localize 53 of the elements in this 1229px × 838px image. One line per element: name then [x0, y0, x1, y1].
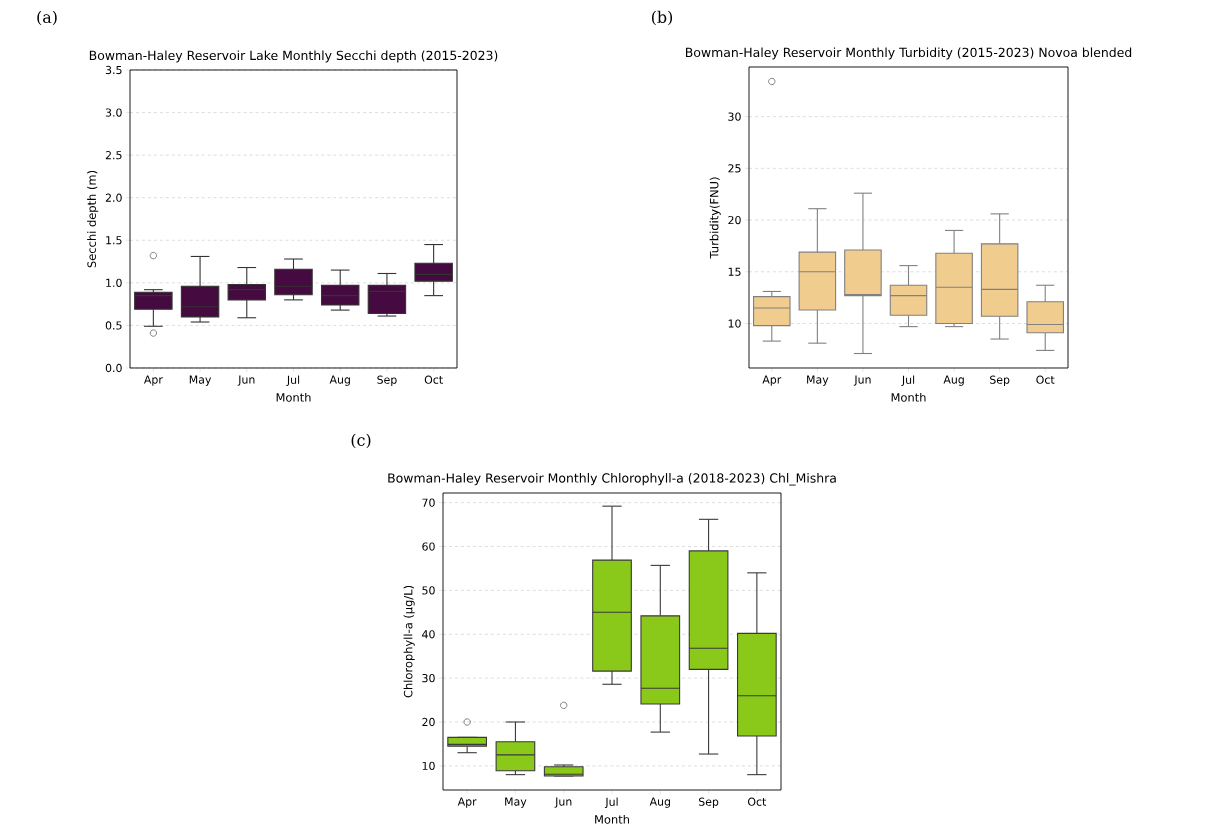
y-tick-label: 70 — [422, 498, 435, 507]
x-axis-title: Month — [891, 392, 926, 402]
y-tick-label: 40 — [422, 630, 435, 639]
y-tick-label: 50 — [422, 586, 435, 595]
x-tick-label: Jun — [554, 797, 572, 808]
y-tick-label: 20 — [422, 717, 435, 727]
x-tick-label: Aug — [329, 375, 350, 386]
y-tick-label: 3.5 — [105, 65, 122, 75]
chart-title: Bowman-Haley Reservoir Monthly Chlorophyll-a (2018-2023) Chl_Mishra — [388, 473, 836, 486]
x-tick-label: Jun — [237, 375, 255, 386]
x-tick-label: Jun — [853, 375, 871, 386]
x-tick-label: Jul — [604, 797, 618, 809]
y-tick-label: 2.5 — [105, 151, 122, 160]
y-tick-label: 15 — [728, 267, 741, 276]
y-tick-label: 0.5 — [105, 321, 122, 330]
y-tick-label: 10 — [728, 319, 741, 328]
y-tick-label: 20 — [728, 215, 741, 225]
x-tick-label: Oct — [748, 797, 767, 806]
x-tick-label: Jul — [901, 375, 915, 387]
y-tick-label: 60 — [422, 542, 435, 551]
y-tick-label: 2.0 — [105, 193, 122, 202]
y-axis-title: Turbidity(FNU) — [709, 177, 721, 259]
x-tick-label: May — [807, 375, 829, 386]
x-tick-label: Apr — [143, 375, 163, 386]
text: (a) — [37, 10, 57, 26]
text: (c) — [351, 433, 371, 449]
x-tick-label: May — [505, 797, 527, 808]
y-tick-label: 30 — [422, 673, 435, 683]
x-tick-label: Apr — [762, 375, 782, 386]
x-tick-label: Aug — [943, 375, 964, 386]
y-tick-label: 3.0 — [105, 108, 122, 117]
y-tick-label: 1.0 — [106, 278, 122, 287]
text: (b) — [651, 10, 673, 26]
y-tick-label: 10 — [422, 761, 435, 771]
y-tick-label: 0.0 — [105, 363, 122, 373]
y-axis-title: Chlorophyll-a (µg/L) — [403, 585, 415, 698]
x-axis-title: Month — [276, 392, 311, 402]
chart-title: Bowman-Haley Reservoir Lake Monthly Secchi depth (2015-2023) — [89, 50, 498, 63]
x-tick-label: Sep — [377, 375, 397, 386]
x-tick-label: May — [189, 375, 212, 386]
y-axis-title: Secchi depth (m) — [87, 170, 99, 268]
chart-title: Bowman-Haley Reservoir Monthly Turbidity (2015-2023) Novoa blended — [686, 47, 1132, 60]
x-tick-label: Apr — [457, 797, 477, 808]
x-tick-label: Aug — [649, 797, 670, 808]
x-tick-label: Jul — [286, 375, 300, 387]
x-axis-title: Month — [595, 814, 629, 824]
x-tick-label: Oct — [1036, 375, 1055, 384]
y-tick-label: 1.5 — [106, 236, 122, 245]
y-tick-label: 30 — [728, 112, 741, 121]
x-tick-label: Sep — [990, 375, 1010, 386]
x-tick-label: Sep — [698, 797, 719, 808]
x-tick-label: Oct — [424, 375, 443, 384]
y-tick-label: 25 — [728, 164, 741, 173]
